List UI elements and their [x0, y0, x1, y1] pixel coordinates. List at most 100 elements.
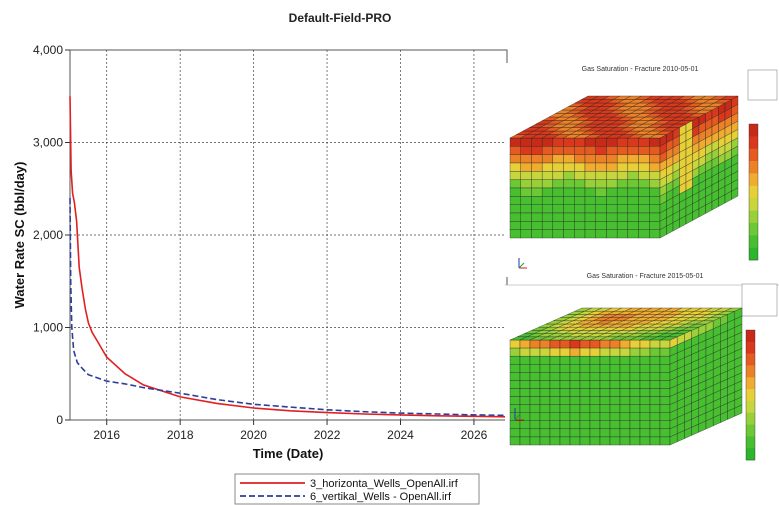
- grid-cell: [541, 154, 554, 164]
- grid-cell: [599, 404, 611, 413]
- grid-cell: [584, 221, 596, 230]
- series-line-2: [69, 197, 508, 417]
- grid-cell: [731, 187, 739, 200]
- grid-cell: [616, 229, 629, 239]
- grid-cell: [520, 196, 532, 205]
- grid-cell: [616, 212, 629, 222]
- grid-cell: [659, 339, 671, 349]
- grid-cell: [569, 364, 581, 373]
- grid-cell: [616, 171, 629, 180]
- grid-cell: [531, 171, 543, 180]
- grid-cell: [541, 146, 554, 155]
- grid-cell: [609, 364, 621, 373]
- grid-cell: [529, 339, 541, 349]
- grid-cell: [616, 179, 629, 189]
- grid-cell: [720, 95, 739, 100]
- grid-cell: [639, 372, 651, 381]
- grid-cell: [629, 380, 641, 389]
- grid-cell: [519, 364, 531, 373]
- grid-cell: [509, 339, 521, 349]
- grid-cell: [574, 154, 586, 164]
- grid-cell: [609, 412, 621, 421]
- grid-cell: [519, 339, 531, 349]
- grid-cell: [616, 137, 629, 147]
- x-tick-label: 2026: [461, 428, 488, 442]
- grid-cell: [519, 347, 531, 357]
- grid-cell: [569, 436, 581, 446]
- grid-cell: [599, 396, 611, 405]
- grid-cell: [531, 187, 543, 197]
- grid-cell: [599, 428, 611, 438]
- grid-cell: [595, 154, 607, 164]
- grid-cell: [649, 404, 661, 413]
- grid-cell: [541, 162, 554, 172]
- grid-cell: [616, 221, 629, 230]
- grid-cell: [638, 212, 650, 222]
- grid-cell: [649, 420, 661, 430]
- grid-cell: [509, 388, 521, 397]
- grid-cell: [627, 162, 639, 172]
- grid-cell: [609, 396, 621, 405]
- grid-cell: [539, 428, 551, 438]
- grid-cell: [509, 229, 521, 239]
- scale-swatch: [749, 198, 758, 211]
- grid-cell: [649, 196, 661, 205]
- grid-cell: [659, 347, 671, 357]
- grid-cell: [539, 404, 551, 413]
- grid-cell: [541, 196, 554, 205]
- grid-cell: [509, 154, 521, 164]
- inset-bottom-color-scale: [745, 329, 756, 461]
- grid-cell: [563, 187, 575, 197]
- grid-cell: [519, 428, 531, 438]
- grid-cell: [638, 162, 650, 172]
- grid-cell: [649, 229, 661, 239]
- grid-cell: [584, 137, 596, 147]
- y-tick-label: 2,000: [33, 228, 63, 242]
- grid-cell: [627, 171, 639, 180]
- grid-cell: [559, 347, 571, 357]
- grid-cell: [574, 212, 586, 222]
- grid-cell: [589, 388, 601, 397]
- grid-cell: [619, 388, 631, 397]
- grid-cell: [649, 380, 661, 389]
- legend-entry-2: 6_vertikal_Wells - OpenAll.irf: [310, 491, 452, 503]
- grid-cell: [595, 171, 607, 180]
- grid-cell: [574, 137, 586, 147]
- grid-cell: [616, 204, 629, 214]
- grid-cell: [559, 355, 571, 365]
- grid-cell: [552, 137, 564, 147]
- scale-swatch: [749, 222, 758, 236]
- grid-cell: [649, 146, 661, 155]
- y-axis-label: Water Rate SC (bbl/day): [12, 162, 27, 309]
- grid-cell: [549, 404, 561, 413]
- grid-cell: [531, 146, 543, 155]
- grid-cell: [638, 146, 650, 155]
- grid-cell: [579, 364, 591, 373]
- grid-cell: [639, 396, 651, 405]
- grid-cell: [629, 339, 641, 349]
- grid-cell: [595, 196, 607, 205]
- grid-cell: [649, 171, 661, 180]
- grid-cell: [599, 420, 611, 430]
- grid-cell: [569, 380, 581, 389]
- grid-cell: [519, 404, 531, 413]
- grid-cell: [584, 212, 596, 222]
- grid-cell: [579, 388, 591, 397]
- grid-cell: [599, 347, 611, 357]
- grid-cell: [619, 436, 631, 446]
- grid-cell: [552, 196, 564, 205]
- grid-cell: [649, 187, 661, 197]
- inset-bottom-grid-block: [509, 307, 743, 446]
- grid-cell: [659, 420, 671, 430]
- grid-cell: [599, 380, 611, 389]
- grid-cell: [649, 162, 661, 172]
- grid-cell: [619, 339, 631, 349]
- grid-cell: [552, 212, 564, 222]
- grid-cell: [549, 396, 561, 405]
- grid-cell: [606, 229, 618, 239]
- grid-cell: [520, 212, 532, 222]
- grid-cell: [541, 179, 554, 189]
- grid-cell: [563, 171, 575, 180]
- grid-cell: [584, 187, 596, 197]
- grid-cell: [595, 204, 607, 214]
